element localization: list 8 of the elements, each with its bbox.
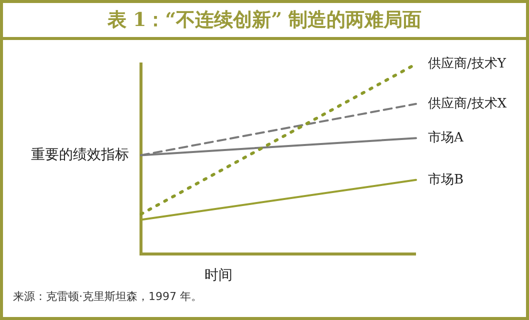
x-axis-title: 时间 bbox=[204, 268, 232, 284]
series-label: 供应商/技术X bbox=[428, 95, 508, 112]
chart-title: 表 1：“不连续创新” 制造的两难局面 bbox=[3, 3, 526, 40]
series-label: 市场A bbox=[428, 130, 464, 146]
y-axis-title: 重要的绩效指标 bbox=[31, 146, 129, 163]
source-note: 来源：克雷顿·克里斯坦森，1997 年。 bbox=[13, 289, 202, 304]
series-label: 供应商/技术Y bbox=[428, 55, 506, 72]
series-label: 市场B bbox=[428, 172, 464, 188]
